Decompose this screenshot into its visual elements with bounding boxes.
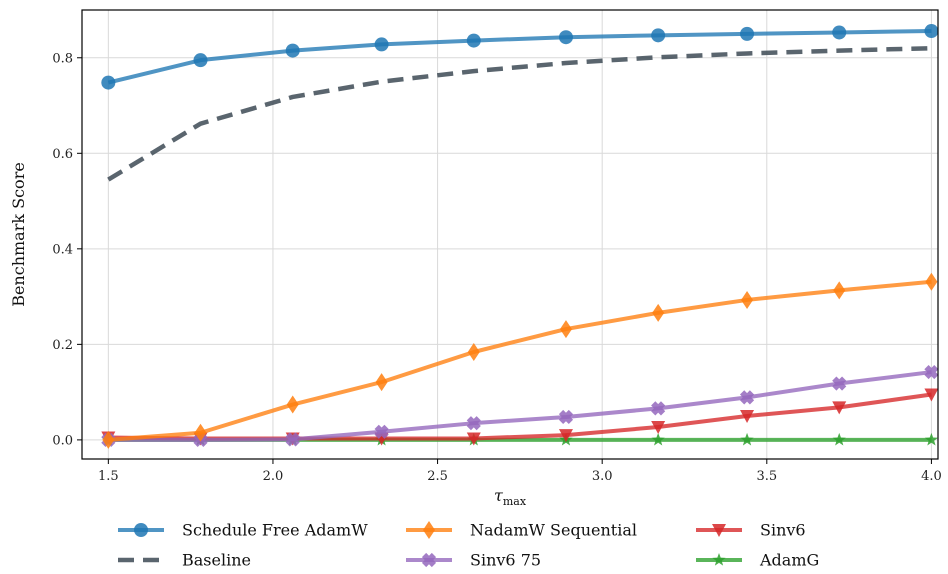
data-point: [285, 432, 300, 447]
data-point: [651, 420, 666, 434]
series-nadamw-sequential: [102, 272, 938, 449]
x-axis-label-sub: max: [503, 495, 527, 508]
data-point: [832, 25, 847, 40]
data-point: [832, 401, 847, 415]
data-point: [466, 432, 481, 446]
x-tick-label: 2.0: [263, 469, 284, 484]
data-point: [651, 28, 666, 43]
series-line: [107, 29, 932, 85]
series-schedule-free-adamw: [101, 24, 939, 90]
series-line: [108, 392, 932, 441]
data-point: [740, 410, 755, 424]
x-tick-label: 3.0: [592, 469, 613, 484]
legend-item: Schedule Free AdamW: [118, 521, 368, 540]
x-axis: 1.5 2.0 2.5 3.0 3.5 4.0: [98, 459, 942, 484]
data-point: [924, 432, 939, 446]
y-tick-label: 0.0: [52, 433, 73, 448]
legend-marker: [423, 521, 435, 539]
data-point: [374, 37, 389, 52]
data-point: [102, 430, 115, 449]
data-point: [285, 43, 300, 58]
legend-label: NadamW Sequential: [470, 521, 637, 540]
series-line: [108, 370, 932, 442]
series-line: [108, 279, 932, 442]
grid-lines: [82, 10, 938, 459]
legend-item: Sinv6: [696, 521, 806, 540]
data-point: [466, 416, 481, 431]
legend-marker: [134, 523, 148, 537]
data-point: [374, 424, 389, 439]
data-point: [286, 395, 299, 414]
x-axis-label: τmax: [494, 486, 527, 508]
series-sinv6: [101, 388, 939, 446]
plot-frame: [81, 9, 939, 460]
y-tick-label: 0.4: [52, 242, 73, 257]
legend-item: Baseline: [118, 551, 251, 570]
data-point: [193, 53, 208, 68]
legend-marker: [712, 524, 726, 537]
y-tick-label: 0.2: [52, 338, 73, 353]
x-tick-label: 3.5: [756, 469, 777, 484]
data-point: [559, 320, 572, 339]
data-point: [833, 281, 846, 300]
legend-marker: [421, 552, 437, 568]
data-point: [558, 409, 574, 425]
x-axis-label-main: τ: [494, 486, 504, 505]
data-point: [740, 432, 754, 446]
legend-label: Baseline: [182, 551, 251, 570]
legend-marker: [712, 553, 726, 566]
data-point: [194, 423, 207, 442]
series-layer: [101, 24, 939, 449]
legend-label: Sinv6: [760, 521, 806, 540]
y-axis: 0.0 0.2 0.4 0.6 0.8: [52, 51, 82, 448]
series-line: [107, 45, 932, 182]
data-point: [375, 373, 388, 392]
data-point: [558, 429, 573, 443]
data-point: [101, 75, 116, 90]
data-point: [924, 364, 939, 380]
legend-item: NadamW Sequential: [406, 521, 637, 540]
data-point: [466, 33, 481, 48]
data-point: [652, 303, 665, 322]
data-point: [832, 432, 846, 446]
data-point: [467, 343, 480, 362]
y-axis-label: Benchmark Score: [9, 162, 28, 307]
legend-label: AdamG: [759, 551, 819, 570]
x-tick-label: 4.0: [921, 469, 942, 484]
data-point: [924, 388, 939, 402]
legend: Schedule Free AdamW Baseline NadamW Sequen…: [118, 521, 819, 570]
legend-item: AdamG: [696, 551, 819, 570]
data-point: [651, 401, 666, 416]
y-tick-label: 0.8: [52, 51, 73, 66]
data-point: [741, 290, 754, 309]
data-point: [740, 26, 755, 41]
data-point: [558, 30, 573, 45]
y-tick-label: 0.6: [52, 147, 73, 162]
x-tick-label: 1.5: [98, 469, 119, 484]
series-baseline: [107, 45, 932, 182]
data-point: [739, 390, 755, 405]
data-point: [651, 432, 665, 446]
legend-label: Schedule Free AdamW: [182, 521, 368, 540]
data-point: [924, 24, 939, 39]
data-point: [832, 376, 847, 391]
x-tick-label: 2.5: [427, 469, 448, 484]
legend-item: Sinv6 75: [406, 551, 541, 570]
data-point: [925, 272, 938, 291]
legend-label: Sinv6 75: [470, 551, 541, 570]
